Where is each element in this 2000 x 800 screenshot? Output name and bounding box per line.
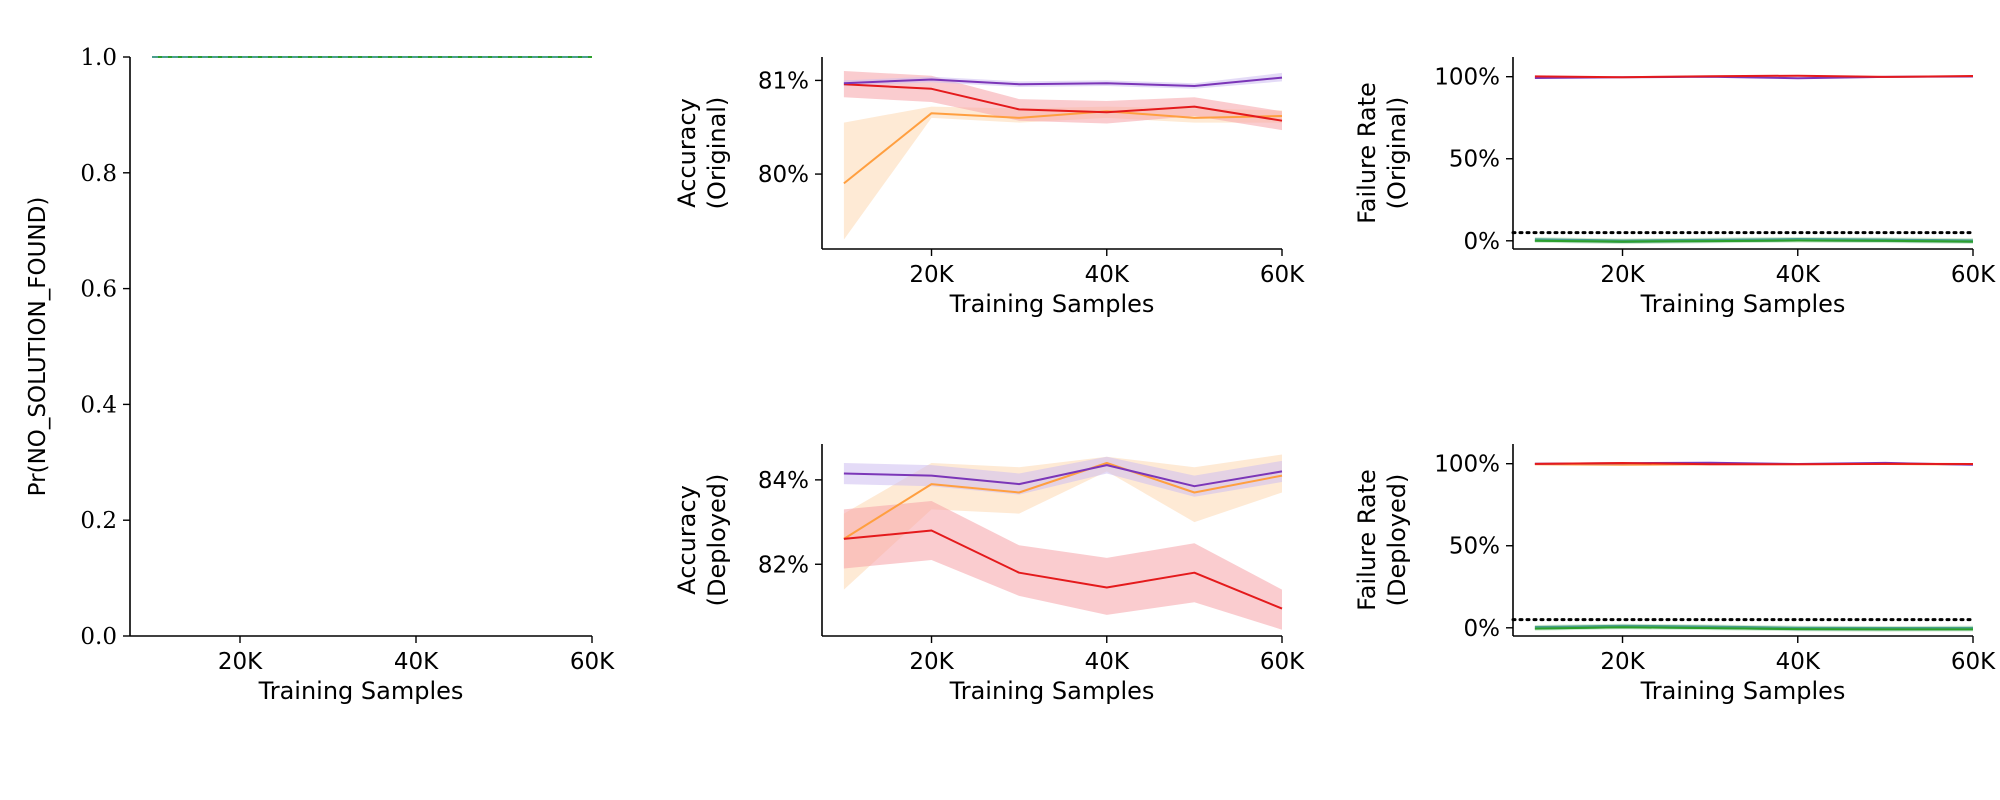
x-tick-label: 40K [394,649,439,675]
y-tick-label: 80% [758,162,809,188]
y-axis-label-part: NO_SOLUTION_FOUND [25,206,51,465]
y-tick-label: 0.0 [80,624,117,650]
x-tick-label: 60K [1951,649,1996,675]
chart-nsf: 20K 40K 60K 0.0 0.2 0.4 0.6 0.8 1.0 Training Samp… [25,45,615,705]
confidence-band-0 [843,106,1282,240]
y-tick-label: 1.0 [80,45,117,71]
x-tick-label: 60K [1260,262,1305,288]
x-tick-label: 40K [1776,262,1821,288]
x-axis-label: Training Samples [949,677,1155,705]
y-axis-label-line: Failure Rate [1353,82,1381,224]
series-line-1 [1534,626,1973,631]
x-tick-label: 20K [218,649,263,675]
y-axis-label: Pr(NO_SOLUTION_FOUND) [25,197,51,497]
series-line-1 [843,83,1283,122]
series-line-0 [843,110,1283,185]
y-axis-label-line: (Original) [1383,97,1411,210]
chart-fail_dep: 20K 40K 60K 0% 50% 100% Training Samples Failur… [1353,444,1996,705]
y-tick-label: 0% [1464,616,1501,642]
x-tick-label: 20K [1600,649,1645,675]
x-tick-label: 60K [1260,649,1305,675]
y-tick-label: 0% [1464,229,1501,255]
y-tick-label: 0.4 [80,392,117,418]
confidence-band-1 [843,501,1282,630]
y-tick-label: 0.2 [80,508,117,534]
x-tick-label: 60K [570,649,615,675]
x-tick-label: 20K [909,262,954,288]
y-tick-label: 82% [758,552,809,578]
series-line-3 [1534,74,1974,79]
y-tick-label: 84% [758,468,809,494]
x-tick-label: 60K [1951,262,1996,288]
x-axis-label: Training Samples [258,677,464,705]
y-tick-label: 81% [758,68,809,94]
series-line-4 [1534,462,1974,466]
y-axis-label: Accuracy(Original) [673,97,731,210]
y-axis-label-part: ) [25,197,51,206]
y-axis-label-part: Pr( [25,464,51,496]
y-tick-label: 100% [1434,65,1500,91]
y-axis-label-line: (Original) [703,97,731,210]
x-axis-label: Training Samples [949,290,1155,318]
chart-acc_dep: 20K 40K 60K 82% 84% Training Samples Accuracy(… [673,444,1305,705]
x-tick-label: 20K [1600,262,1645,288]
y-axis-label-line: Failure Rate [1353,469,1381,611]
x-axis-label: Training Samples [1640,290,1846,318]
y-tick-label: 100% [1434,452,1500,478]
y-axis-label: Failure Rate(Original) [1353,82,1411,224]
series-line-2 [843,464,1283,488]
series-line-2 [843,76,1283,87]
y-tick-label: 0.6 [80,277,117,303]
x-tick-label: 40K [1085,649,1130,675]
chart-acc_orig: 20K 40K 60K 80% 81% Training Samples Accuracy(… [673,57,1305,318]
y-axis-label-line: (Deployed) [703,474,731,607]
series-line-1 [1534,239,1974,243]
series-line-1 [843,529,1283,610]
y-tick-label: 0.8 [80,161,117,187]
y-tick-label: 50% [1449,534,1500,560]
x-tick-label: 40K [1776,649,1821,675]
y-axis-label-line: Accuracy [673,485,701,595]
y-axis-label-line: (Deployed) [1383,474,1411,607]
series-line-0 [843,462,1283,540]
x-tick-label: 20K [909,649,954,675]
y-tick-label: 50% [1449,147,1500,173]
x-tick-label: 40K [1085,262,1130,288]
y-axis-label-line: Accuracy [673,98,701,208]
y-axis-label: Failure Rate(Deployed) [1353,469,1411,611]
chart-fail_orig: 20K 40K 60K 0% 50% 100% Training Samples Failur… [1353,57,1996,318]
y-axis-label: Accuracy(Deployed) [673,474,731,607]
x-axis-label: Training Samples [1640,677,1846,705]
